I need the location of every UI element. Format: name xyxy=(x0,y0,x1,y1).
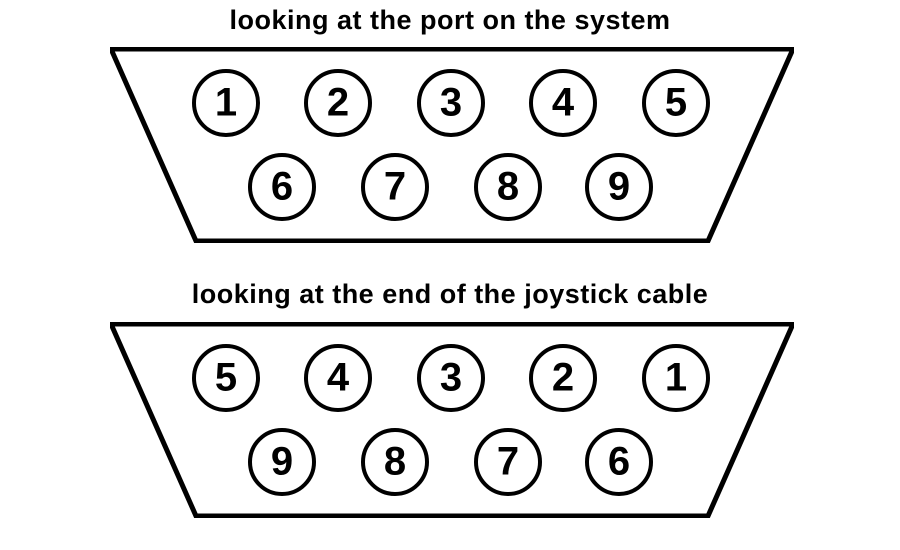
pin-label: 2 xyxy=(552,356,574,400)
pin-label: 6 xyxy=(271,165,293,209)
connector-joystick-cable-end: 5 4 3 2 1 9 8 7 6 xyxy=(110,322,794,518)
pin-3: 3 xyxy=(419,71,483,135)
pin-label: 5 xyxy=(215,356,237,400)
pin-1: 1 xyxy=(194,71,258,135)
pin-9: 9 xyxy=(587,155,651,219)
pin-label: 1 xyxy=(665,356,687,400)
pin-label: 1 xyxy=(215,81,237,125)
pin-label: 5 xyxy=(665,81,687,125)
pin-1: 1 xyxy=(644,346,708,410)
pin-label: 8 xyxy=(384,440,406,484)
pin-label: 7 xyxy=(497,440,519,484)
pin-6: 6 xyxy=(587,430,651,494)
pin-4: 4 xyxy=(306,346,370,410)
connector-outline xyxy=(111,49,793,241)
pin-8: 8 xyxy=(476,155,540,219)
pin-7: 7 xyxy=(363,155,427,219)
pin-4: 4 xyxy=(531,71,595,135)
connector-outline xyxy=(111,324,793,516)
pin-label: 6 xyxy=(608,440,630,484)
pin-7: 7 xyxy=(476,430,540,494)
pin-label: 3 xyxy=(440,81,462,125)
pin-5: 5 xyxy=(194,346,258,410)
pin-8: 8 xyxy=(363,430,427,494)
title-joystick-cable-end: looking at the end of the joystick cable xyxy=(0,279,900,310)
pin-label: 9 xyxy=(608,165,630,209)
pin-label: 2 xyxy=(327,81,349,125)
title-port-on-system: looking at the port on the system xyxy=(0,5,900,36)
pin-label: 7 xyxy=(384,165,406,209)
diagram-stage: looking at the port on the system 1 2 3 4 5 6… xyxy=(0,0,900,550)
pin-label: 9 xyxy=(271,440,293,484)
pin-6: 6 xyxy=(250,155,314,219)
pin-9: 9 xyxy=(250,430,314,494)
pin-label: 3 xyxy=(440,356,462,400)
pin-label: 8 xyxy=(497,165,519,209)
pin-3: 3 xyxy=(419,346,483,410)
pin-label: 4 xyxy=(327,356,350,400)
pin-2: 2 xyxy=(531,346,595,410)
connector-port-on-system: 1 2 3 4 5 6 7 8 9 xyxy=(110,47,794,243)
pin-label: 4 xyxy=(552,81,575,125)
pin-5: 5 xyxy=(644,71,708,135)
pin-2: 2 xyxy=(306,71,370,135)
